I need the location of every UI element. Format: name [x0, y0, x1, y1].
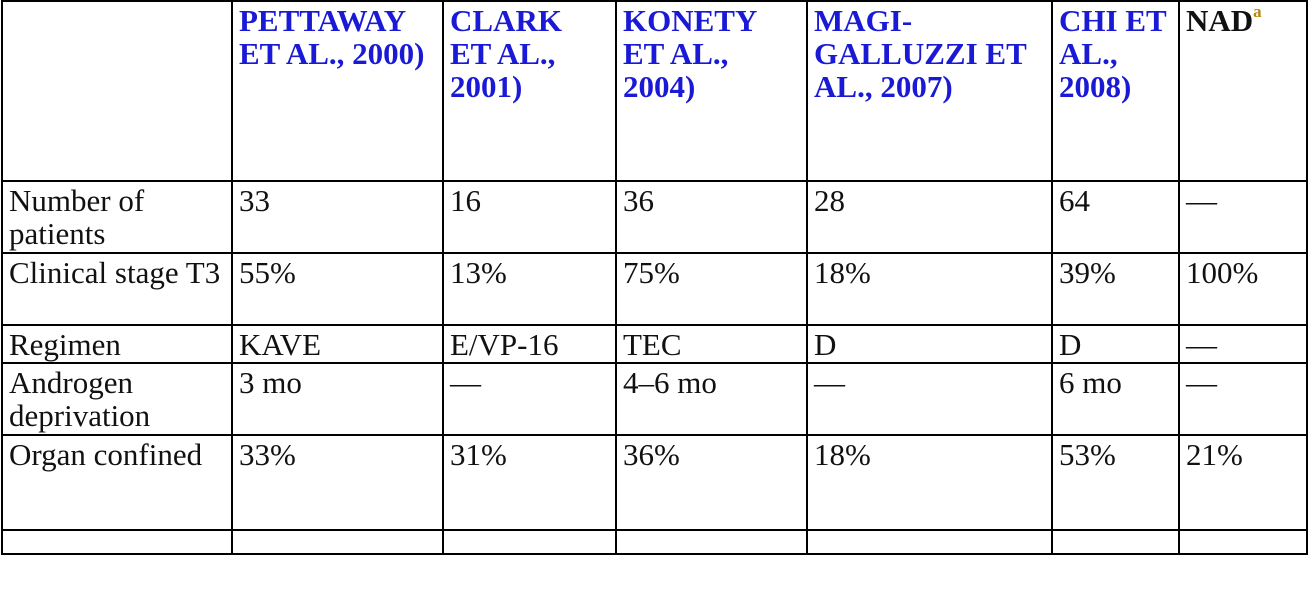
table-cell: 36%: [615, 434, 808, 531]
table-cell: D: [806, 324, 1053, 364]
table-row: Clinical stage T3 55% 13% 75% 18% 39% 10…: [1, 252, 1308, 326]
header-blank-cell: [1, 0, 233, 182]
table-cell: —: [806, 362, 1053, 436]
row-label: Organ confined: [1, 434, 233, 531]
row-label: Clinical stage T3: [1, 252, 233, 326]
table-cell: [1051, 529, 1180, 555]
table-cell: KAVE: [231, 324, 444, 364]
table-row: [1, 529, 1308, 555]
table-cell: [615, 529, 808, 555]
header-pettaway-link[interactable]: PETTAWAY ET AL., 2000): [231, 0, 444, 182]
table-cell: —: [1178, 180, 1308, 254]
table-cell: D: [1051, 324, 1180, 364]
table-cell: 100%: [1178, 252, 1308, 326]
header-nad: NADa: [1178, 0, 1308, 182]
table-cell: 3 mo: [231, 362, 444, 436]
table-cell: —: [1178, 324, 1308, 364]
table-cell: 28: [806, 180, 1053, 254]
table-cell: 55%: [231, 252, 444, 326]
table-row: Regimen KAVE E/VP-16 TEC D D —: [1, 324, 1308, 364]
table-cell: 75%: [615, 252, 808, 326]
table-cell: 64: [1051, 180, 1180, 254]
table-cell: [231, 529, 444, 555]
table-cell: 4–6 mo: [615, 362, 808, 436]
table-cell: 31%: [442, 434, 617, 531]
table-cell: 18%: [806, 252, 1053, 326]
table-cell: —: [1178, 362, 1308, 436]
table-cell: E/VP-16: [442, 324, 617, 364]
table-cell: 53%: [1051, 434, 1180, 531]
table-cell: —: [442, 362, 617, 436]
table-row: Number of patients 33 16 36 28 64 —: [1, 180, 1308, 254]
table-cell: 33: [231, 180, 444, 254]
table-cell: [442, 529, 617, 555]
table-cell: 13%: [442, 252, 617, 326]
row-label: Regimen: [1, 324, 233, 364]
table-row: Organ confined 33% 31% 36% 18% 53% 21%: [1, 434, 1308, 531]
table-cell: TEC: [615, 324, 808, 364]
table-cell: 33%: [231, 434, 444, 531]
table-cell: 16: [442, 180, 617, 254]
header-row: PETTAWAY ET AL., 2000) CLARK ET AL., 200…: [1, 0, 1308, 182]
table-cell: [1178, 529, 1308, 555]
table-cell: 21%: [1178, 434, 1308, 531]
header-nad-label: NAD: [1186, 3, 1254, 38]
table-cell: 36: [615, 180, 808, 254]
table-cell: 6 mo: [1051, 362, 1180, 436]
header-magi-galluzzi-link[interactable]: MAGI-GALLUZZI ET AL., 2007): [806, 0, 1053, 182]
table-cell: [806, 529, 1053, 555]
table-row: Androgen deprivation 3 mo — 4–6 mo — 6 m…: [1, 362, 1308, 436]
header-konety-link[interactable]: KONETY ET AL., 2004): [615, 0, 808, 182]
table-cell: 18%: [806, 434, 1053, 531]
row-label: Number of patients: [1, 180, 233, 254]
row-label: Androgen deprivation: [1, 362, 233, 436]
row-label: [1, 529, 233, 555]
table-cell: 39%: [1051, 252, 1180, 326]
data-table: PETTAWAY ET AL., 2000) CLARK ET AL., 200…: [1, 0, 1308, 555]
footnote-a-link[interactable]: a: [1253, 2, 1262, 21]
header-clark-link[interactable]: CLARK ET AL., 2001): [442, 0, 617, 182]
header-chi-link[interactable]: CHI ET AL., 2008): [1051, 0, 1180, 182]
